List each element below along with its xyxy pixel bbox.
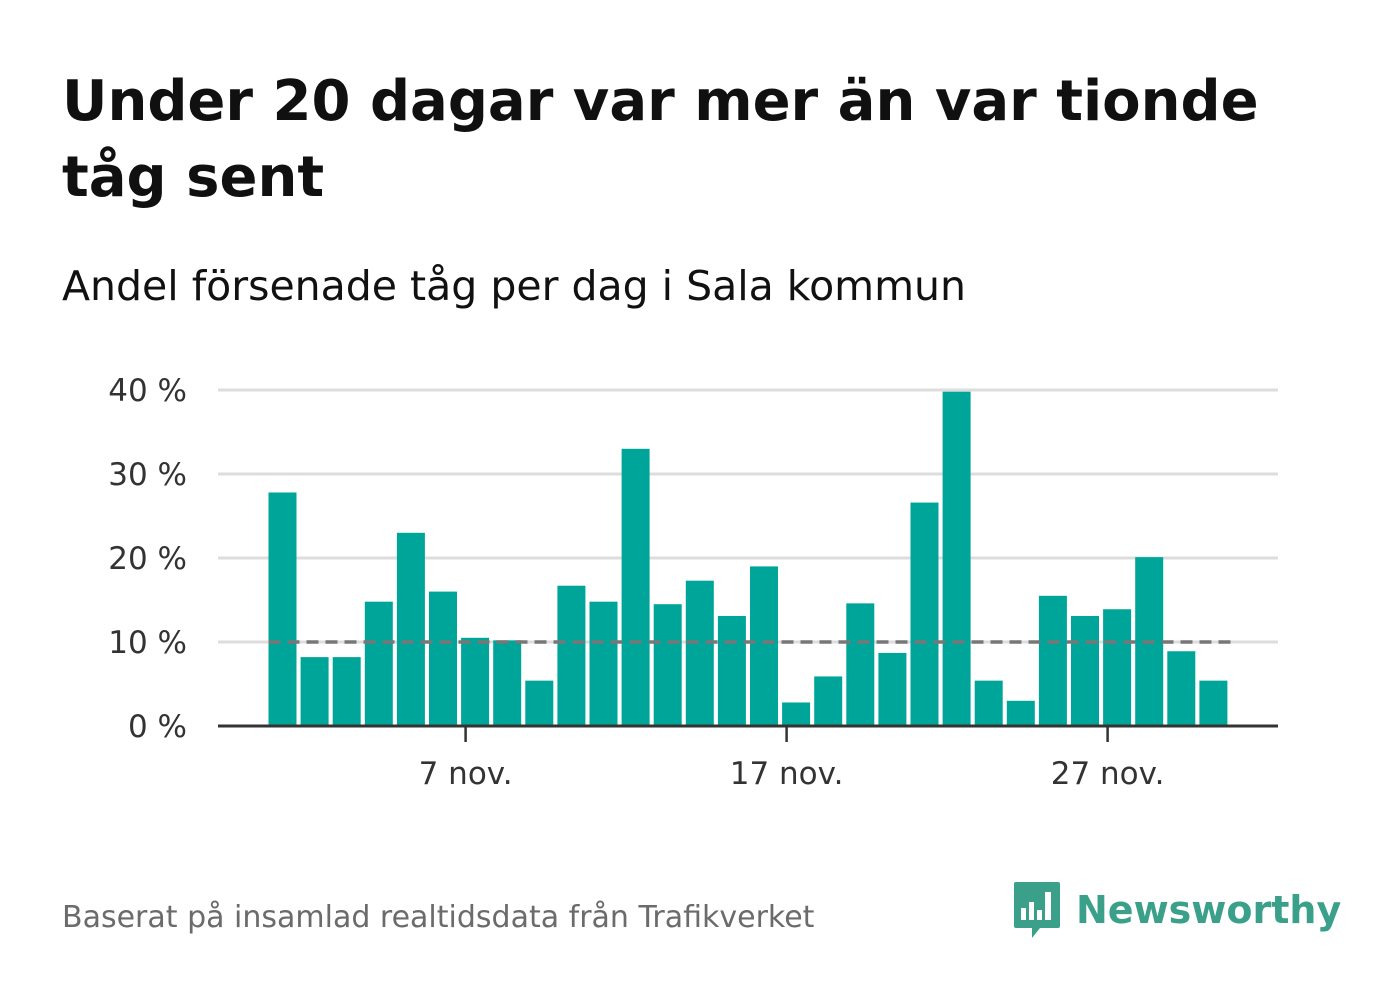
bar xyxy=(589,601,618,726)
bar xyxy=(1071,615,1099,726)
chart-title: Under 20 dagar var mer än var tionde tåg… xyxy=(62,69,1259,210)
bar xyxy=(1006,700,1035,726)
gridlines xyxy=(218,388,1278,644)
bar xyxy=(1103,609,1132,726)
bar xyxy=(974,680,1003,726)
bar xyxy=(653,604,682,726)
y-axis-tick-labels: 0 % 10 % 20 % 30 % 40 % xyxy=(108,373,187,745)
chart-subtitle: Andel försenade tåg per dag i Sala kommu… xyxy=(62,262,967,310)
bar xyxy=(461,637,490,726)
x-tick-label: 7 nov. xyxy=(419,756,513,792)
x-axis-tick-labels: 7 nov. 17 nov. 27 nov. xyxy=(419,726,1165,792)
bar xyxy=(493,640,522,726)
bar xyxy=(750,566,778,726)
brand-name: Newsworthy xyxy=(1076,888,1342,932)
bar xyxy=(717,615,746,726)
y-tick-label: 40 % xyxy=(108,373,187,409)
bar xyxy=(1167,651,1196,726)
bar xyxy=(1038,595,1067,726)
bar xyxy=(429,591,457,726)
y-tick-label: 30 % xyxy=(108,457,187,493)
bar xyxy=(942,391,971,726)
bar xyxy=(910,502,939,726)
bar xyxy=(621,448,650,726)
y-tick-label: 0 % xyxy=(128,709,187,745)
x-tick-label: 17 nov. xyxy=(730,756,844,792)
x-tick-label: 27 nov. xyxy=(1051,756,1165,792)
bar xyxy=(878,652,907,726)
bar xyxy=(1199,680,1228,726)
bar xyxy=(846,603,875,726)
bar-chart: 0 % 10 % 20 % 30 % 40 % 7 nov. 17 nov. 27 nov. xyxy=(108,373,1278,792)
bar xyxy=(332,657,361,726)
bar xyxy=(557,585,586,726)
source-note: Baserat på insamlad realtidsdata från Tr… xyxy=(62,900,815,935)
bar xyxy=(268,492,297,726)
bar xyxy=(525,680,554,726)
bars xyxy=(268,391,1228,726)
bar xyxy=(364,601,393,726)
newsworthy-logo-icon xyxy=(1014,882,1060,938)
bar xyxy=(300,657,329,726)
bar xyxy=(396,532,425,726)
bar xyxy=(685,580,714,726)
bar xyxy=(782,702,811,726)
brand: Newsworthy xyxy=(1012,880,1341,940)
y-tick-label: 20 % xyxy=(108,541,187,577)
y-tick-label: 10 % xyxy=(108,625,187,661)
bar xyxy=(814,676,843,726)
